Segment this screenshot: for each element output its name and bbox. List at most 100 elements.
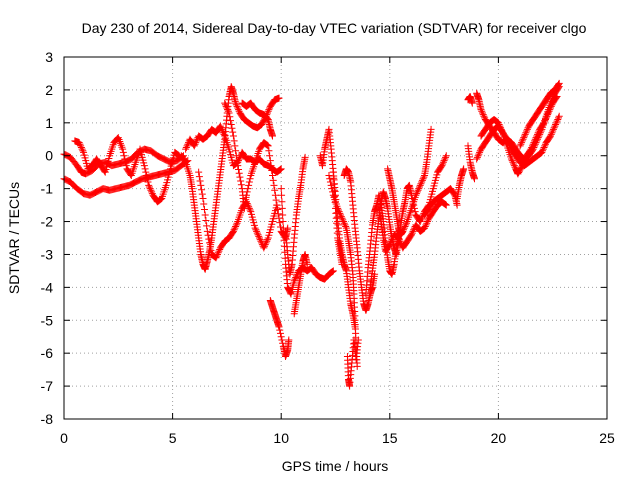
data-point [527,145,535,153]
data-point [203,227,211,235]
data-point [266,157,274,165]
data-point [195,173,203,181]
data-point [387,237,395,245]
data-point [252,226,260,234]
data-point [271,186,279,194]
data-point [119,148,127,156]
data-point [532,134,540,142]
data-point [479,111,487,119]
data-point [413,188,421,196]
data-point [233,219,241,227]
data-point [233,157,241,165]
data-point [331,198,339,206]
data-point [278,204,286,212]
data-point [232,152,240,160]
data-point [270,181,278,189]
data-point [223,104,231,112]
data-point [549,127,557,135]
data-point [541,116,549,124]
data-point [518,137,526,145]
data-point [553,92,561,100]
data-point [402,219,410,227]
data-point [415,185,423,193]
data-point [519,135,527,143]
data-point [326,178,334,186]
data-point [140,162,148,170]
data-point [76,140,84,148]
data-point [121,155,129,163]
data-point [540,119,548,127]
data-point [229,227,237,235]
y-tick-label: 1 [45,115,53,131]
data-point [224,106,232,114]
data-point [554,114,562,122]
y-tick-label: -4 [41,279,54,295]
data-point [423,218,431,226]
data-point [122,162,130,170]
data-point [326,175,334,183]
data-point [255,234,263,242]
data-point [236,173,244,181]
data-point [237,181,245,189]
data-point [555,79,563,87]
data-point [544,109,552,117]
data-point [268,167,276,175]
data-point [190,142,198,150]
data-point [439,158,447,166]
data-point [245,178,253,186]
data-point [545,107,553,115]
data-point [141,165,149,173]
data-point [547,102,555,110]
data-points [60,79,563,390]
data-point [202,216,210,224]
data-point [329,188,337,196]
data-point [253,229,261,237]
x-tick-label: 10 [273,430,289,446]
data-point [337,211,345,219]
data-point [520,132,528,140]
data-point [547,104,555,112]
data-point [122,158,130,166]
data-point [226,113,234,121]
data-point [278,198,286,206]
data-point [276,166,284,174]
data-point [418,178,426,186]
y-tick-label: 2 [45,82,53,98]
data-point [275,214,283,222]
data-point [184,140,192,148]
y-tick-label: -7 [41,378,54,394]
data-point [353,362,361,370]
data-point [216,122,224,130]
data-point [497,125,505,133]
data-point [442,201,450,209]
data-point [246,206,254,214]
data-point [422,221,430,229]
data-point [253,227,261,235]
data-point [494,119,502,127]
data-point [276,326,284,334]
data-point [235,169,243,177]
data-point [200,200,208,208]
data-point [395,236,403,244]
data-point [263,236,271,244]
data-point [291,275,299,283]
data-point [550,124,558,132]
data-point [522,129,530,137]
y-tick-label: -5 [41,312,54,328]
data-point [243,188,251,196]
axes: 0 5 10 15 20 25 -8 -7 -6 -5 -4 -3 -2 -1 0 1 2 3 [41,49,615,446]
data-point [214,249,222,257]
data-point [148,188,156,196]
data-point [523,127,531,135]
data-point [263,114,271,122]
data-point [232,222,240,230]
x-tick-label: 15 [382,430,398,446]
data-point [521,155,529,163]
data-point [78,145,86,153]
data-point [476,148,484,156]
data-point [192,137,200,145]
data-point [279,218,287,226]
data-point [275,323,283,331]
x-tick-label: 5 [169,430,177,446]
